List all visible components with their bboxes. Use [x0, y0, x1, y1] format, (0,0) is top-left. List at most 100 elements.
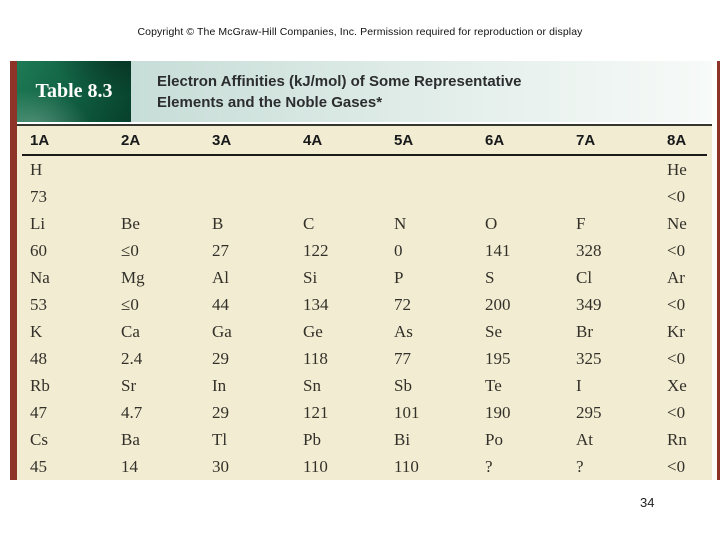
element-symbol [472, 156, 563, 183]
element-symbol: P [394, 268, 404, 287]
affinity-value: 349 [576, 295, 602, 314]
element-symbol: Kr [667, 322, 685, 341]
page-number: 34 [640, 495, 655, 510]
affinity-value: 4.7 [121, 403, 143, 422]
affinity-value: 27 [212, 241, 229, 260]
affinity-value: <0 [667, 241, 686, 260]
affinity-value: <0 [667, 457, 686, 476]
element-symbol: Rb [30, 376, 50, 395]
element-symbol: Li [30, 214, 46, 233]
column-header-7a: 7A [576, 132, 596, 149]
table-row-values-period4: 48 2.4 29 118 77 195 325 <0 [17, 345, 712, 372]
table-row-values-period3: 53 ≤0 44 134 72 200 349 <0 [17, 291, 712, 318]
element-symbol: As [394, 322, 413, 341]
element-symbol: Mg [121, 268, 145, 287]
affinity-value: 45 [30, 457, 47, 476]
affinity-value: 73 [30, 187, 47, 206]
table-row-symbols-period3: Na Mg Al Si P S Cl Ar [17, 264, 712, 291]
element-symbol: Al [212, 268, 229, 287]
affinity-value: 53 [30, 295, 47, 314]
affinity-value: 60 [30, 241, 47, 260]
table-title-line2: Elements and the Noble Gases* [157, 93, 383, 111]
table-header-band: Table 8.3 Electron Affinities (kJ/mol) o… [17, 61, 712, 122]
affinity-value: 325 [576, 349, 602, 368]
element-symbol [563, 156, 654, 183]
affinity-value: <0 [667, 295, 686, 314]
element-symbol: Rn [667, 430, 687, 449]
element-symbol: Ga [212, 322, 232, 341]
affinity-value: 122 [303, 241, 329, 260]
affinity-value: 134 [303, 295, 329, 314]
element-symbol: At [576, 430, 593, 449]
affinity-value: 29 [212, 349, 229, 368]
affinity-value: 190 [485, 403, 511, 422]
affinity-value [199, 183, 290, 210]
affinity-value: 47 [30, 403, 47, 422]
affinity-value: <0 [667, 187, 686, 206]
affinity-value: 44 [212, 295, 229, 314]
affinity-value: 118 [303, 349, 328, 368]
affinity-value: 200 [485, 295, 511, 314]
column-header-3a: 3A [212, 132, 232, 149]
element-symbol: He [667, 160, 687, 179]
affinity-value: 14 [121, 457, 138, 476]
table-title-line1: Electron Affinities (kJ/mol) of Some Rep… [157, 72, 522, 90]
affinity-value: 195 [485, 349, 511, 368]
element-symbol [199, 156, 290, 183]
affinity-value: <0 [667, 403, 686, 422]
element-symbol: S [485, 268, 495, 287]
element-symbol: I [576, 376, 582, 395]
table-row-values-period6: 45 14 30 110 110 ? ? <0 [17, 453, 712, 480]
affinity-value: 72 [394, 295, 411, 314]
column-header-row: 1A 2A 3A 4A 5A 6A 7A 8A [17, 126, 712, 154]
table-row-symbols-period5: Rb Sr In Sn Sb Te I Xe [17, 372, 712, 399]
element-symbol: Pb [303, 430, 321, 449]
table-row-symbols-period6: Cs Ba Tl Pb Bi Po At Rn [17, 426, 712, 453]
affinity-value: ≤0 [121, 241, 139, 260]
element-symbol: C [303, 214, 315, 233]
element-symbol: Xe [667, 376, 687, 395]
table-row-symbols-period2: Li Be B C N O F Ne [17, 210, 712, 237]
element-symbol: Br [576, 322, 593, 341]
element-symbol: H [30, 160, 43, 179]
element-symbol: K [30, 322, 43, 341]
element-symbol: Sr [121, 376, 137, 395]
column-header-2a: 2A [121, 132, 141, 149]
element-symbol: Ba [121, 430, 140, 449]
element-symbol: Cs [30, 430, 48, 449]
affinity-value: 77 [394, 349, 411, 368]
element-symbol: Bi [394, 430, 411, 449]
element-symbol: Na [30, 268, 50, 287]
element-symbol: Si [303, 268, 318, 287]
affinity-value: 2.4 [121, 349, 143, 368]
affinity-value: 30 [212, 457, 229, 476]
table-row-values-period5: 47 4.7 29 121 101 190 295 <0 [17, 399, 712, 426]
column-header-6a: 6A [485, 132, 505, 149]
table-row-symbols-period1: H He [17, 156, 712, 183]
table-title: Electron Affinities (kJ/mol) of Some Rep… [131, 61, 712, 122]
affinity-value: 110 [394, 457, 419, 476]
affinity-value: 295 [576, 403, 602, 422]
element-symbol: Ca [121, 322, 140, 341]
affinity-value: ≤0 [121, 295, 139, 314]
right-red-stripe [717, 61, 720, 480]
element-symbol: Ge [303, 322, 323, 341]
affinity-value [108, 183, 199, 210]
element-symbol: Se [485, 322, 502, 341]
affinity-value: 141 [485, 241, 511, 260]
element-symbol: O [485, 214, 498, 233]
element-symbol: N [394, 214, 407, 233]
affinity-value [290, 183, 381, 210]
affinity-value: <0 [667, 349, 686, 368]
affinity-value: 101 [394, 403, 420, 422]
affinity-value: 48 [30, 349, 47, 368]
copyright-text: Copyright © The McGraw-Hill Companies, I… [137, 26, 583, 38]
affinity-value [472, 183, 563, 210]
column-header-1a: 1A [30, 132, 50, 149]
element-symbol: Cl [576, 268, 593, 287]
electron-affinity-table: 1A 2A 3A 4A 5A 6A 7A 8A H He 73 [17, 124, 712, 480]
affinity-value: ? [576, 457, 584, 476]
element-symbol: Po [485, 430, 503, 449]
affinity-value: 0 [394, 241, 403, 260]
